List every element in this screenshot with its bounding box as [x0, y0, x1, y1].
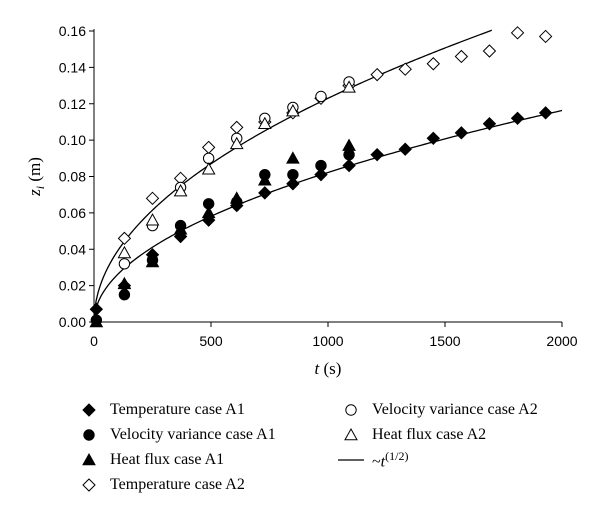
data-point [117, 231, 132, 246]
y-tick-label: 0.16 [59, 23, 86, 39]
data-point [454, 49, 469, 64]
series-temperature-case-a1 [89, 106, 553, 316]
data-point [342, 138, 356, 151]
data-point [286, 177, 300, 191]
data-point [201, 205, 216, 219]
x-tick-label: 1500 [429, 333, 460, 349]
sqrt-fit-curve-2 [93, 109, 563, 323]
series-heat-flux-case-a1 [89, 138, 356, 328]
y-tick-label: 0.08 [59, 169, 86, 185]
fit-curves [93, 29, 563, 323]
data-point [118, 289, 131, 301]
data-point [201, 140, 216, 155]
data-point [173, 222, 188, 235]
data-point [286, 151, 300, 164]
data-point [202, 152, 215, 165]
data-point [315, 159, 327, 172]
data-point [342, 80, 356, 93]
data-point [89, 314, 104, 328]
data-point [538, 106, 553, 120]
y-axis-label: zi (m) [25, 157, 47, 197]
data-point [229, 136, 244, 150]
data-point [482, 44, 497, 58]
data-point [454, 126, 469, 140]
data-point [287, 168, 299, 181]
data-point [145, 254, 160, 268]
series-heat-flux-case-a2 [117, 80, 356, 259]
y-tick-label: 0.00 [59, 314, 86, 330]
data-point [229, 191, 244, 204]
data-point [173, 184, 188, 197]
data-point [538, 29, 553, 44]
x-tick-label: 0 [90, 333, 98, 349]
data-point [257, 116, 272, 130]
data-point [258, 186, 272, 200]
axes: 0.00 0.02 0.04 0.06 0.08 0.10 0.12 0.14 0.16 0 500… [59, 23, 578, 349]
y-tick-label: 0.04 [59, 241, 86, 257]
y-tick-label: 0.10 [59, 132, 86, 148]
data-point [230, 120, 244, 135]
data-point [426, 131, 441, 146]
y-tick-label: 0.06 [59, 205, 86, 221]
series-temperature-case-a2 [117, 26, 553, 246]
data-point [118, 258, 131, 270]
data-point [201, 162, 216, 175]
data-point [482, 117, 497, 131]
x-tick-label: 2000 [546, 333, 577, 349]
data-point [145, 191, 160, 206]
data-point [426, 57, 441, 71]
data-point [286, 103, 300, 117]
data-point [117, 276, 132, 290]
y-tick-label: 0.14 [59, 59, 86, 75]
y-tick-label: 0.12 [59, 96, 86, 112]
data-point [257, 173, 272, 186]
y-tick-label: 0.02 [59, 278, 86, 294]
data-point [398, 142, 412, 156]
data-point [342, 158, 356, 173]
data-point [398, 62, 412, 76]
x-tick-label: 1000 [312, 333, 343, 349]
data-point [89, 302, 104, 316]
data-point [510, 26, 525, 40]
data-point [314, 167, 328, 182]
data-point [117, 245, 132, 259]
data-points [89, 26, 553, 328]
data-point [510, 111, 525, 126]
data-point [145, 213, 160, 226]
data-point [343, 148, 355, 161]
data-point [370, 147, 384, 162]
x-tick-label: 500 [199, 333, 223, 349]
data-point [370, 67, 384, 82]
series-velocity-variance-case-a1 [90, 148, 355, 326]
x-axis-label: t (s) [315, 359, 342, 378]
data-point [315, 90, 327, 103]
